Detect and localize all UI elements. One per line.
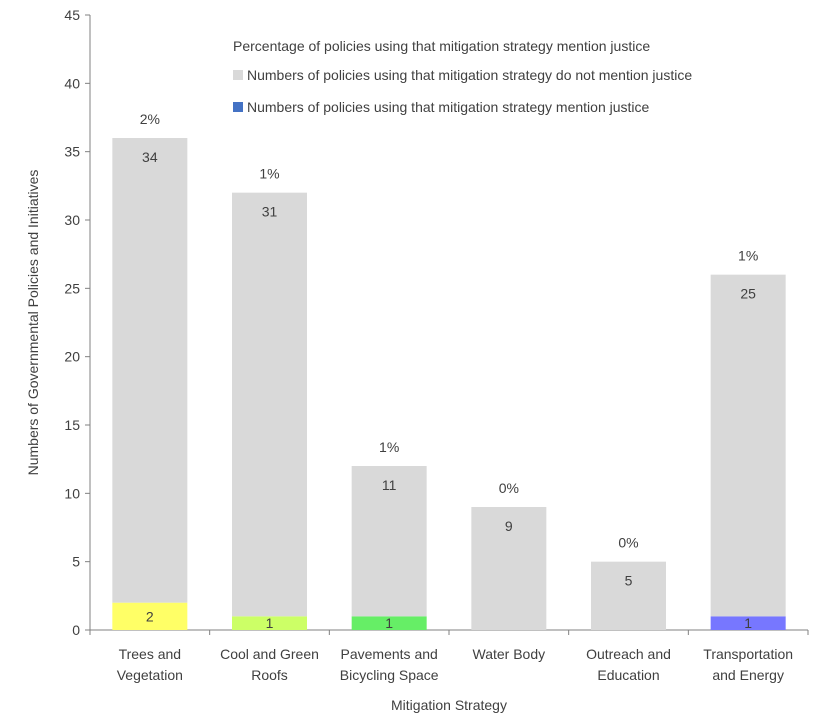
bar-not-mention-justice bbox=[471, 507, 547, 630]
chart-labels: 2 34 2% Trees and Vegetation 1 31 1% Cool and Gr… bbox=[117, 111, 793, 683]
data-label-not-mention-justice: 25 bbox=[740, 286, 756, 302]
data-label-mention-justice: 1 bbox=[266, 615, 274, 631]
y-tick-label: 30 bbox=[64, 212, 80, 228]
x-tick-label: Cool and Green bbox=[220, 646, 319, 662]
y-tick-label: 40 bbox=[64, 75, 80, 91]
bar-not-mention-justice bbox=[351, 466, 427, 617]
data-label-not-mention-justice: 31 bbox=[262, 204, 278, 220]
x-tick-label: Transportation bbox=[703, 646, 793, 662]
data-label-percentage: 1% bbox=[259, 166, 279, 182]
y-tick-label: 15 bbox=[64, 417, 80, 433]
x-tick-label: Trees and bbox=[119, 646, 182, 662]
legend-swatch bbox=[233, 102, 243, 112]
legend-entry-label: Numbers of policies using that mitigatio… bbox=[247, 67, 692, 83]
bar-not-mention-justice bbox=[232, 192, 307, 617]
legend-entry-label: Numbers of policies using that mitigatio… bbox=[247, 99, 650, 115]
data-label-percentage: 0% bbox=[499, 480, 519, 496]
bar-mention-justice bbox=[112, 602, 188, 630]
data-label-mention-justice: 2 bbox=[146, 608, 154, 624]
data-label-not-mention-justice: 34 bbox=[142, 149, 158, 165]
bar-mention-justice bbox=[351, 616, 427, 630]
data-label-not-mention-justice: 5 bbox=[625, 573, 633, 589]
y-tick-label: 20 bbox=[64, 349, 80, 365]
y-tick-label: 45 bbox=[64, 7, 80, 23]
data-label-mention-justice: 1 bbox=[385, 615, 393, 631]
x-tick-label: Outreach and bbox=[586, 646, 671, 662]
bar-not-mention-justice bbox=[112, 138, 188, 603]
x-tick-label: Bicycling Space bbox=[340, 667, 439, 683]
y-tick-label: 0 bbox=[72, 622, 80, 638]
x-tick-label: and Energy bbox=[712, 667, 784, 683]
data-label-not-mention-justice: 9 bbox=[505, 518, 513, 534]
x-tick-label: Education bbox=[597, 667, 659, 683]
data-label-not-mention-justice: 11 bbox=[382, 477, 397, 493]
y-axis-title: Numbers of Governmental Policies and Ini… bbox=[25, 170, 41, 476]
x-tick-label: Roofs bbox=[251, 667, 288, 683]
chart-legend: Percentage of policies using that mitiga… bbox=[233, 38, 692, 115]
bar-not-mention-justice bbox=[591, 561, 666, 630]
legend-entry-label: Percentage of policies using that mitiga… bbox=[233, 38, 650, 54]
y-tick-label: 10 bbox=[64, 485, 80, 501]
x-axis-title: Mitigation Strategy bbox=[391, 697, 507, 713]
chart-bars bbox=[112, 138, 786, 630]
bar-mention-justice bbox=[710, 616, 786, 630]
bar-mention-justice bbox=[232, 616, 307, 630]
y-tick-label: 5 bbox=[72, 554, 80, 570]
y-tick-label: 25 bbox=[64, 280, 80, 296]
legend-swatch bbox=[233, 70, 243, 80]
data-label-mention-justice: 1 bbox=[744, 615, 752, 631]
y-tick-label: 35 bbox=[64, 144, 80, 160]
x-tick-label: Pavements and bbox=[341, 646, 438, 662]
data-label-percentage: 0% bbox=[618, 535, 638, 551]
data-label-percentage: 1% bbox=[738, 248, 758, 264]
bar-not-mention-justice bbox=[710, 274, 786, 617]
x-tick-label: Vegetation bbox=[117, 667, 183, 683]
x-tick-label: Water Body bbox=[473, 646, 546, 662]
data-label-percentage: 2% bbox=[140, 111, 160, 127]
data-label-percentage: 1% bbox=[379, 439, 399, 455]
